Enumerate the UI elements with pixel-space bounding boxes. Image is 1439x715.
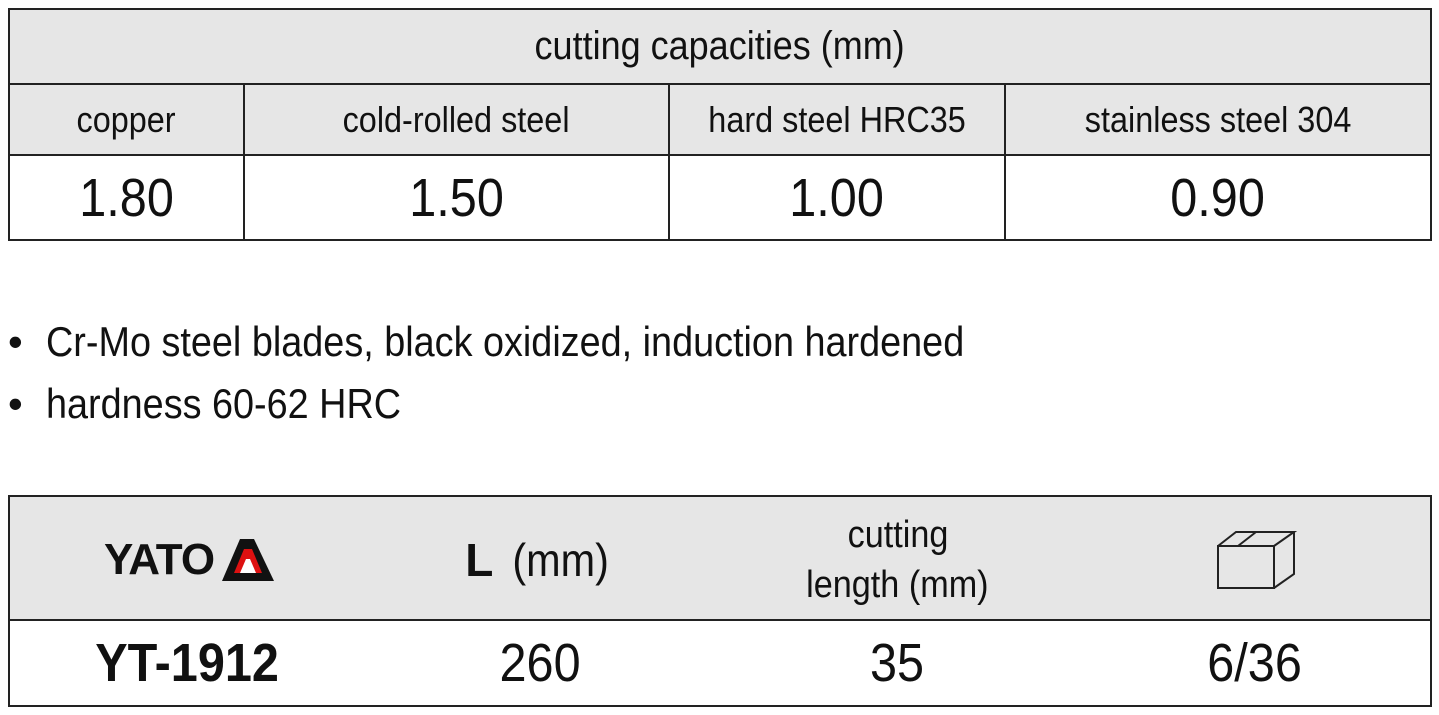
brand-logo: YATO bbox=[60, 530, 320, 590]
header-text: hard steel HRC35 bbox=[708, 98, 966, 140]
product-value: 260 bbox=[499, 633, 581, 693]
package-icon bbox=[1217, 531, 1298, 589]
feature-text: hardness 60-62 HRC bbox=[46, 380, 402, 427]
length-symbol: L bbox=[465, 534, 494, 586]
product-cell: 35 bbox=[737, 621, 1057, 705]
product-cell: YT-1912 bbox=[27, 621, 347, 705]
product-value: 35 bbox=[869, 633, 925, 693]
header-cell: hard steel HRC35 bbox=[668, 83, 1006, 156]
feature: • hardness 60-62 HRC bbox=[8, 380, 402, 427]
product-cell: 6/36 bbox=[1095, 621, 1415, 705]
value-text: 1.80 bbox=[79, 167, 174, 228]
capacity-title: cutting capacities (mm) bbox=[534, 24, 906, 68]
header-line: length (mm) bbox=[806, 564, 989, 606]
value-text: 1.00 bbox=[789, 167, 885, 228]
product-value: YT-1912 bbox=[95, 633, 279, 693]
capacity-title-cell: cutting capacities (mm) bbox=[8, 8, 1432, 85]
feature-text: Cr-Mo steel blades, black oxidized, indu… bbox=[46, 318, 965, 365]
feature: • Cr-Mo steel blades, black oxidized, ind… bbox=[8, 318, 965, 365]
value-cell: 1.50 bbox=[243, 154, 670, 241]
length-unit: (mm) bbox=[512, 534, 610, 586]
value-cell: 1.80 bbox=[8, 154, 245, 241]
product-value: 6/36 bbox=[1207, 633, 1303, 693]
header-line: cutting bbox=[847, 514, 948, 556]
value-text: 0.90 bbox=[1170, 167, 1266, 228]
value-cell: 0.90 bbox=[1004, 154, 1432, 241]
cutting-length-header: cutting length (mm) bbox=[740, 510, 1055, 610]
header-text: cold-rolled steel bbox=[343, 98, 570, 140]
header-cell: copper bbox=[8, 83, 245, 156]
value-cell: 1.00 bbox=[668, 154, 1006, 241]
product-cell: 260 bbox=[380, 621, 700, 705]
brand-icon bbox=[222, 539, 275, 581]
header-text: copper bbox=[76, 98, 177, 140]
header-cell: stainless steel 304 bbox=[1004, 83, 1432, 156]
header-text: stainless steel 304 bbox=[1084, 98, 1352, 140]
brand-name: YATO bbox=[103, 535, 215, 584]
length-header: L (mm) bbox=[420, 530, 660, 590]
header-cell: cold-rolled steel bbox=[243, 83, 670, 156]
product-value-row bbox=[8, 619, 1432, 707]
value-text: 1.50 bbox=[409, 167, 504, 228]
